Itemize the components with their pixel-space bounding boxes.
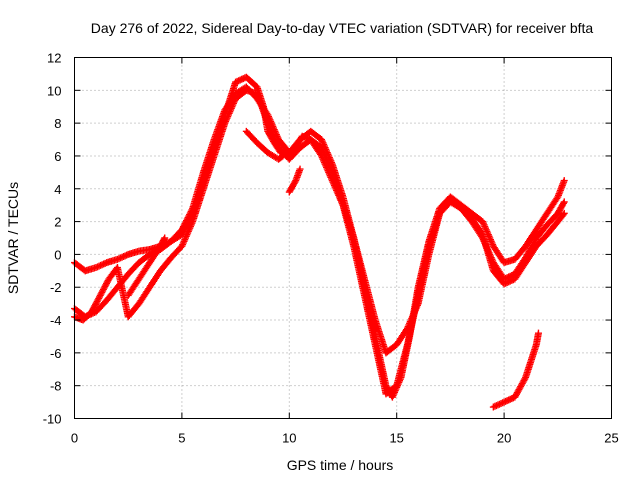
x-axis-label: GPS time / hours xyxy=(287,457,394,473)
y-tick-label: -10 xyxy=(43,412,62,427)
plot-frame xyxy=(74,57,612,419)
x-tick-label: 25 xyxy=(604,431,618,446)
data-point xyxy=(98,261,106,269)
data-point xyxy=(278,153,286,161)
x-tick-label: 5 xyxy=(178,431,185,446)
data-point xyxy=(180,221,188,229)
data-point xyxy=(181,220,189,228)
data-point xyxy=(279,152,287,160)
data-point xyxy=(94,263,102,271)
data-point xyxy=(183,215,191,223)
data-point xyxy=(232,78,240,86)
data-point xyxy=(489,403,497,411)
data-point xyxy=(497,399,505,407)
y-tick-label: 8 xyxy=(54,116,61,131)
data-point xyxy=(100,260,108,268)
y-tick-label: -4 xyxy=(50,313,62,328)
data-point xyxy=(236,76,244,84)
data-point xyxy=(117,254,125,262)
data-point xyxy=(92,264,100,272)
data-point xyxy=(559,211,567,219)
y-tick-label: 2 xyxy=(54,215,61,230)
data-point xyxy=(478,229,486,237)
y-tick-label: 6 xyxy=(54,149,61,164)
y-tick-label: -8 xyxy=(50,379,62,394)
data-point xyxy=(238,75,246,83)
data-point xyxy=(506,277,514,285)
series-trace-6 xyxy=(285,165,304,196)
data-point xyxy=(121,252,129,260)
data-point xyxy=(502,279,510,287)
y-tick-label: -2 xyxy=(50,280,62,295)
series-trace-4 xyxy=(489,329,542,411)
data-point xyxy=(502,397,510,405)
data-point xyxy=(179,223,187,231)
data-point xyxy=(521,375,529,383)
data-point xyxy=(492,402,500,410)
data-point xyxy=(560,177,568,185)
data-point xyxy=(491,402,499,410)
data-point xyxy=(115,255,123,263)
series-trace-7 xyxy=(124,234,169,299)
series-trace-3 xyxy=(71,86,568,398)
data-point xyxy=(184,214,192,222)
data-point xyxy=(560,209,568,217)
data-point xyxy=(97,261,105,269)
data-point xyxy=(534,329,542,337)
x-tick-label: 15 xyxy=(389,431,403,446)
data-point xyxy=(503,279,511,287)
data-point xyxy=(160,235,168,243)
data-point xyxy=(113,255,121,263)
data-point xyxy=(505,278,513,286)
axis-ticks: 0 5 10 15 20 25 -10 -8 -6 -4 -2 0 2 4 6 8 10 12 xyxy=(43,51,619,446)
data-point xyxy=(123,251,131,259)
data-point xyxy=(560,198,568,206)
data-point xyxy=(559,199,567,207)
data-point xyxy=(179,224,187,232)
data-point xyxy=(233,77,241,85)
y-tick-label: 12 xyxy=(47,51,61,66)
data-point xyxy=(494,401,502,409)
chart-title: Day 276 of 2022, Sidereal Day-to-day VTE… xyxy=(91,20,594,36)
data-point xyxy=(503,397,511,405)
data-point xyxy=(235,77,243,85)
data-point xyxy=(182,218,190,226)
data-point xyxy=(101,259,109,267)
y-tick-label: 10 xyxy=(47,83,61,98)
y-tick-label: -6 xyxy=(50,346,62,361)
y-tick-label: 0 xyxy=(54,247,61,262)
data-point xyxy=(120,253,128,261)
data-point xyxy=(499,399,507,407)
x-tick-label: 20 xyxy=(497,431,511,446)
data-point xyxy=(291,178,299,186)
data-point xyxy=(500,280,508,288)
y-axis-label: SDTVAR / TECUs xyxy=(5,182,21,294)
data-point xyxy=(146,250,154,258)
data-point xyxy=(553,194,561,202)
data-point xyxy=(95,262,103,270)
data-point xyxy=(161,234,169,242)
data-point xyxy=(183,217,191,225)
plot-area xyxy=(71,73,568,411)
data-point xyxy=(508,395,516,403)
data-point xyxy=(500,398,508,406)
data-point xyxy=(495,400,503,408)
data-point xyxy=(505,396,513,404)
y-tick-label: 4 xyxy=(54,182,61,197)
data-point xyxy=(178,226,186,234)
series-trace-5 xyxy=(242,127,287,163)
data-point xyxy=(296,165,304,173)
series-trace-2 xyxy=(71,83,568,357)
x-tick-label: 0 xyxy=(71,431,78,446)
data-point xyxy=(506,395,514,403)
x-tick-label: 10 xyxy=(282,431,296,446)
data-point xyxy=(118,253,126,261)
data-point xyxy=(508,276,516,284)
